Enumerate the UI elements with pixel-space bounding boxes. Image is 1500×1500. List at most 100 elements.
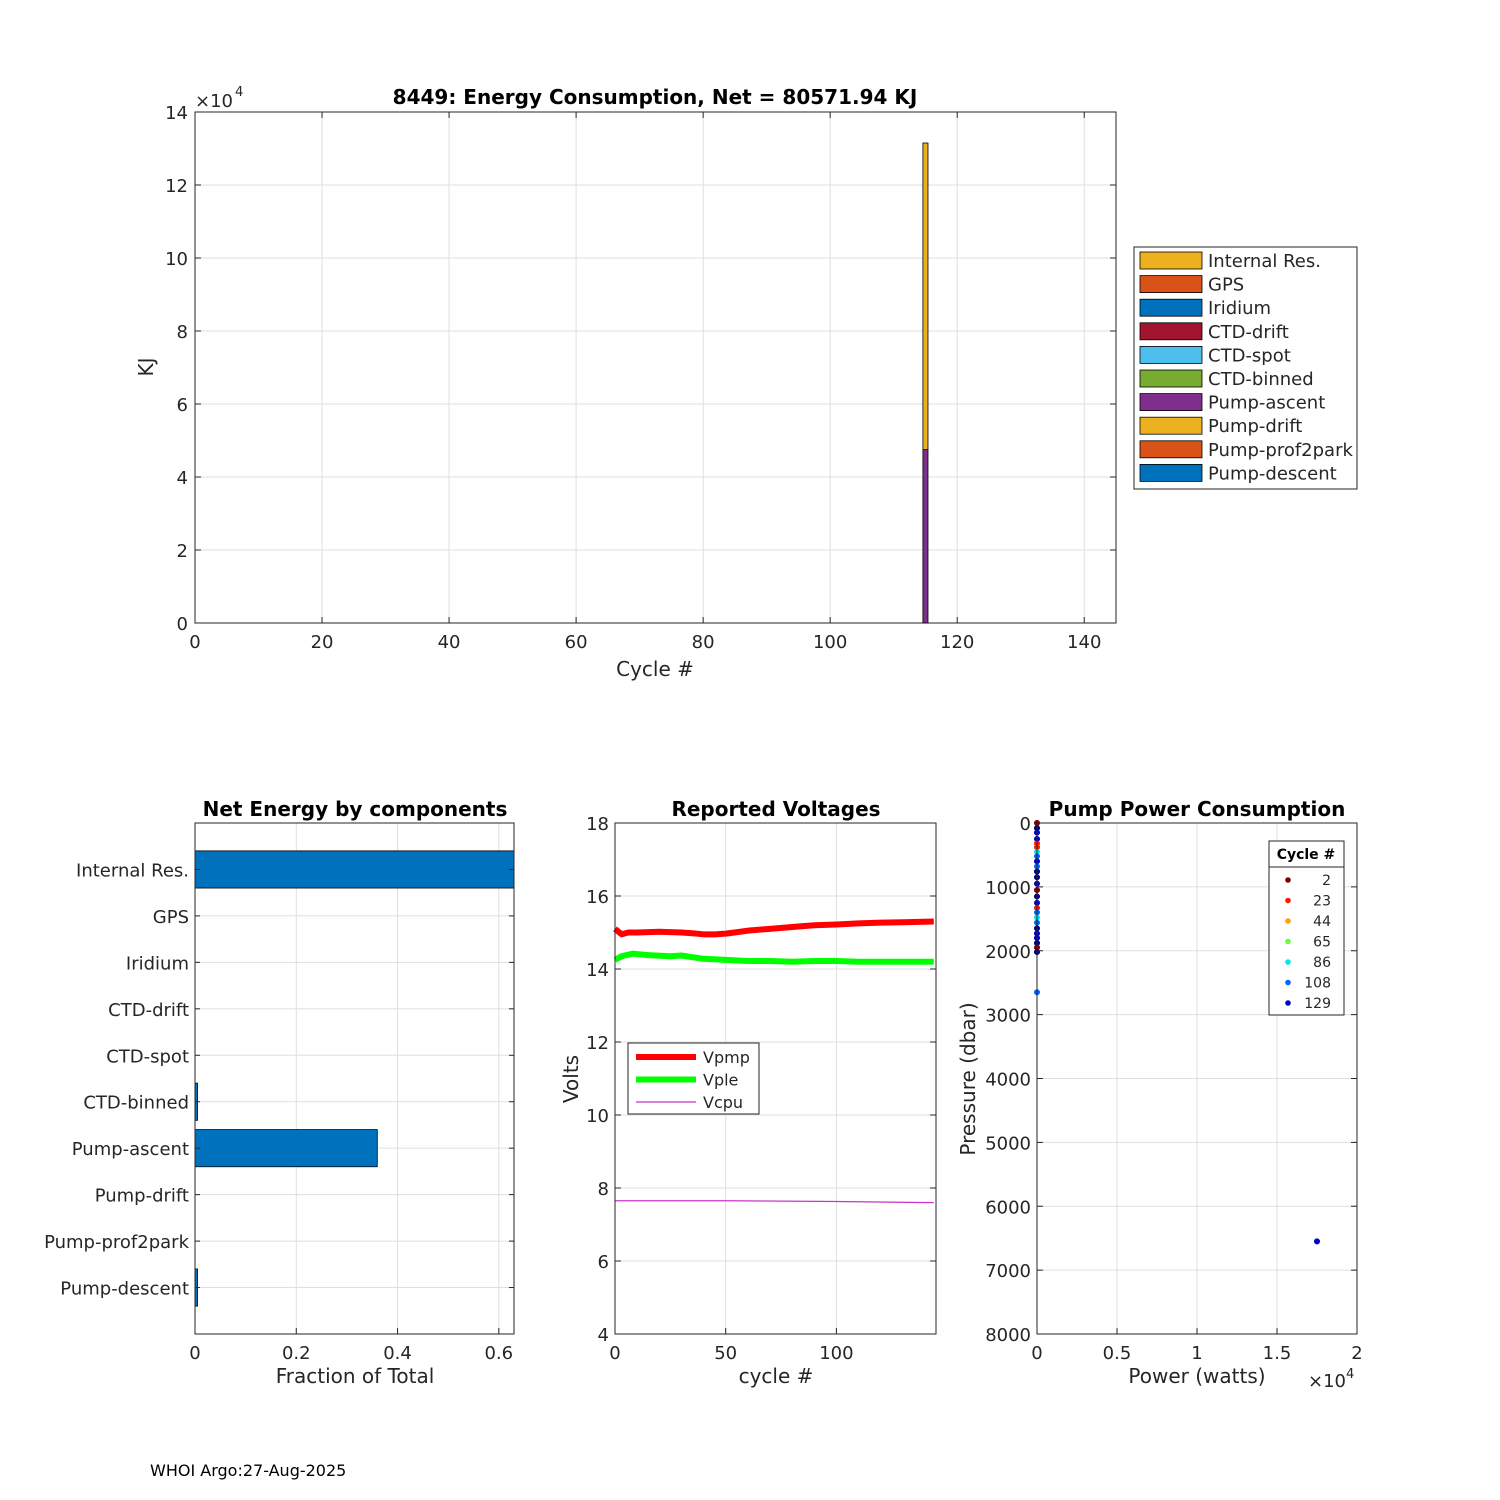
energy-y-exponent: ×10 4 (195, 85, 243, 112)
energy-consumption-chart: 0 20 40 60 80 100 120 140 0 2 4 6 8 10 12 14 8449: Ener… (134, 85, 1358, 681)
energy-y-tick-label: 0 (177, 614, 188, 635)
energy-ylabel: KJ (134, 357, 158, 376)
pump-legend: Cycle # 2 23 44 65 86 108 129 (1268, 840, 1345, 1016)
pump-y-tick-label: 6000 (985, 1197, 1031, 1218)
energy-legend-swatch (1139, 345, 1203, 364)
pump-scatter-point (1313, 1238, 1321, 1245)
voltages-y-tick-label: 18 (586, 814, 609, 835)
pump-x-tick-label: 2 (1351, 1343, 1362, 1364)
energy-legend-label: CTD-binned (1208, 369, 1314, 390)
components-x-tick-label: 0.4 (383, 1343, 412, 1364)
energy-bar-segment (922, 449, 929, 624)
voltages-x-tick-label: 100 (819, 1343, 853, 1364)
pump-y-tick-label: 5000 (985, 1133, 1031, 1154)
energy-x-tick-label: 120 (940, 632, 974, 653)
energy-x-tick-label: 40 (438, 632, 461, 653)
components-category-label: Pump-ascent (72, 1139, 189, 1160)
energy-y-exponent-base: ×10 (195, 91, 233, 112)
components-category-label: Pump-prof2park (44, 1232, 189, 1253)
energy-legend-label: GPS (1208, 275, 1244, 296)
energy-bar-segment (922, 142, 929, 451)
components-category-label: CTD-spot (106, 1046, 189, 1067)
energy-legend-label: Pump-drift (1208, 416, 1302, 437)
pump-x-exponent-power: 4 (1346, 1367, 1354, 1382)
pump-ylabel: Pressure (dbar) (956, 1002, 980, 1155)
pump-legend-box (1268, 840, 1345, 1016)
voltages-title: Reported Voltages (671, 797, 880, 821)
energy-legend-swatch (1139, 440, 1203, 459)
energy-y-tick-label: 12 (165, 176, 188, 197)
voltages-y-tick-label: 16 (586, 887, 609, 908)
energy-x-tick-label: 100 (813, 632, 847, 653)
footer-stamp: WHOI Argo:27-Aug-2025 (150, 1461, 347, 1480)
pump-x-tick-label: 0.5 (1103, 1343, 1132, 1364)
pump-legend-marker (1285, 897, 1291, 904)
pump-y-tick-label: 1000 (985, 878, 1031, 899)
pump-title: Pump Power Consumption (1049, 797, 1346, 821)
components-category-label: Iridium (126, 953, 189, 974)
energy-x-tick-label: 20 (311, 632, 334, 653)
components-category-label: CTD-binned (83, 1093, 189, 1114)
voltages-series-line-vpmp (613, 918, 934, 938)
pump-x-tick-label: 1.5 (1263, 1343, 1292, 1364)
energy-x-tick-label: 0 (189, 632, 200, 653)
energy-legend-swatch (1139, 275, 1203, 294)
energy-xlabel: Cycle # (616, 657, 694, 681)
components-category-label: Pump-descent (60, 1279, 189, 1300)
energy-y-tick-label: 4 (177, 468, 188, 489)
voltages-xlabel: cycle # (739, 1364, 814, 1388)
voltages-y-tick-label: 6 (598, 1252, 609, 1273)
pump-y-tick-label: 4000 (985, 1070, 1031, 1091)
pump-legend-marker (1285, 918, 1291, 924)
components-category-label: CTD-drift (108, 1000, 189, 1021)
voltages-legend-label: Vcpu (703, 1093, 743, 1112)
energy-legend-label: CTD-drift (1208, 322, 1289, 343)
energy-y-tick-label: 2 (177, 541, 188, 562)
components-category-label: GPS (153, 907, 189, 928)
voltages-legend-label: Vpmp (703, 1048, 750, 1067)
voltages-y-tick-label: 4 (598, 1325, 609, 1346)
pump-legend-marker (1285, 979, 1291, 986)
pump-legend-label: 86 (1313, 955, 1331, 971)
voltages-axes-box (614, 822, 937, 1335)
components-x-tick-label: 0.2 (282, 1343, 311, 1364)
pump-legend-marker (1285, 938, 1291, 945)
energy-y-tick-label: 14 (165, 103, 188, 124)
energy-x-tick-label: 80 (692, 632, 715, 653)
pump-legend-label: 2 (1322, 873, 1331, 889)
voltages-x-tick-label: 50 (714, 1343, 737, 1364)
energy-legend-label: Internal Res. (1208, 251, 1321, 272)
energy-legend-swatch (1139, 369, 1203, 388)
components-category-label: Internal Res. (76, 860, 189, 881)
components-bar (194, 850, 515, 889)
voltages-y-tick-label: 14 (586, 960, 609, 981)
energy-legend-swatch (1139, 322, 1203, 341)
energy-axes-box (194, 111, 1117, 624)
pump-y-tick-label: 2000 (985, 942, 1031, 963)
voltages-y-tick-label: 8 (598, 1179, 609, 1200)
energy-title: 8449: Energy Consumption, Net = 80571.94… (393, 85, 918, 109)
pump-legend-marker (1285, 877, 1291, 883)
pump-legend-marker (1285, 959, 1291, 965)
pump-y-tick-label: 3000 (985, 1006, 1031, 1027)
components-category-label: Pump-drift (95, 1186, 189, 1207)
components-x-tick-label: 0.6 (484, 1343, 513, 1364)
pump-xlabel: Power (watts) (1128, 1364, 1265, 1388)
voltages-series-line-vcpu (615, 1200, 934, 1204)
voltages-x-tick-label: 0 (609, 1343, 620, 1364)
voltages-ylabel: Volts (559, 1055, 583, 1103)
pump-power-chart: 0 0.5 1 1.5 2 0 1000 2000 3000 4000 5000 6000 7000 80… (956, 797, 1363, 1392)
pump-legend-title: Cycle # (1277, 847, 1336, 863)
energy-y-tick-label: 10 (165, 249, 188, 270)
energy-y-tick-label: 8 (177, 322, 188, 343)
pump-legend-marker (1285, 1000, 1291, 1006)
pump-y-tick-label: 0 (1020, 814, 1031, 835)
voltages-chart: 0 50 100 4 6 8 10 12 14 16 18 Reported Voltages cy… (559, 797, 937, 1388)
pump-y-tick-label: 8000 (985, 1325, 1031, 1346)
components-x-tick-label: 0 (189, 1343, 200, 1364)
energy-legend-label: CTD-spot (1208, 345, 1291, 366)
pump-legend-label: 65 (1313, 935, 1331, 951)
energy-legend-swatch (1139, 463, 1203, 482)
